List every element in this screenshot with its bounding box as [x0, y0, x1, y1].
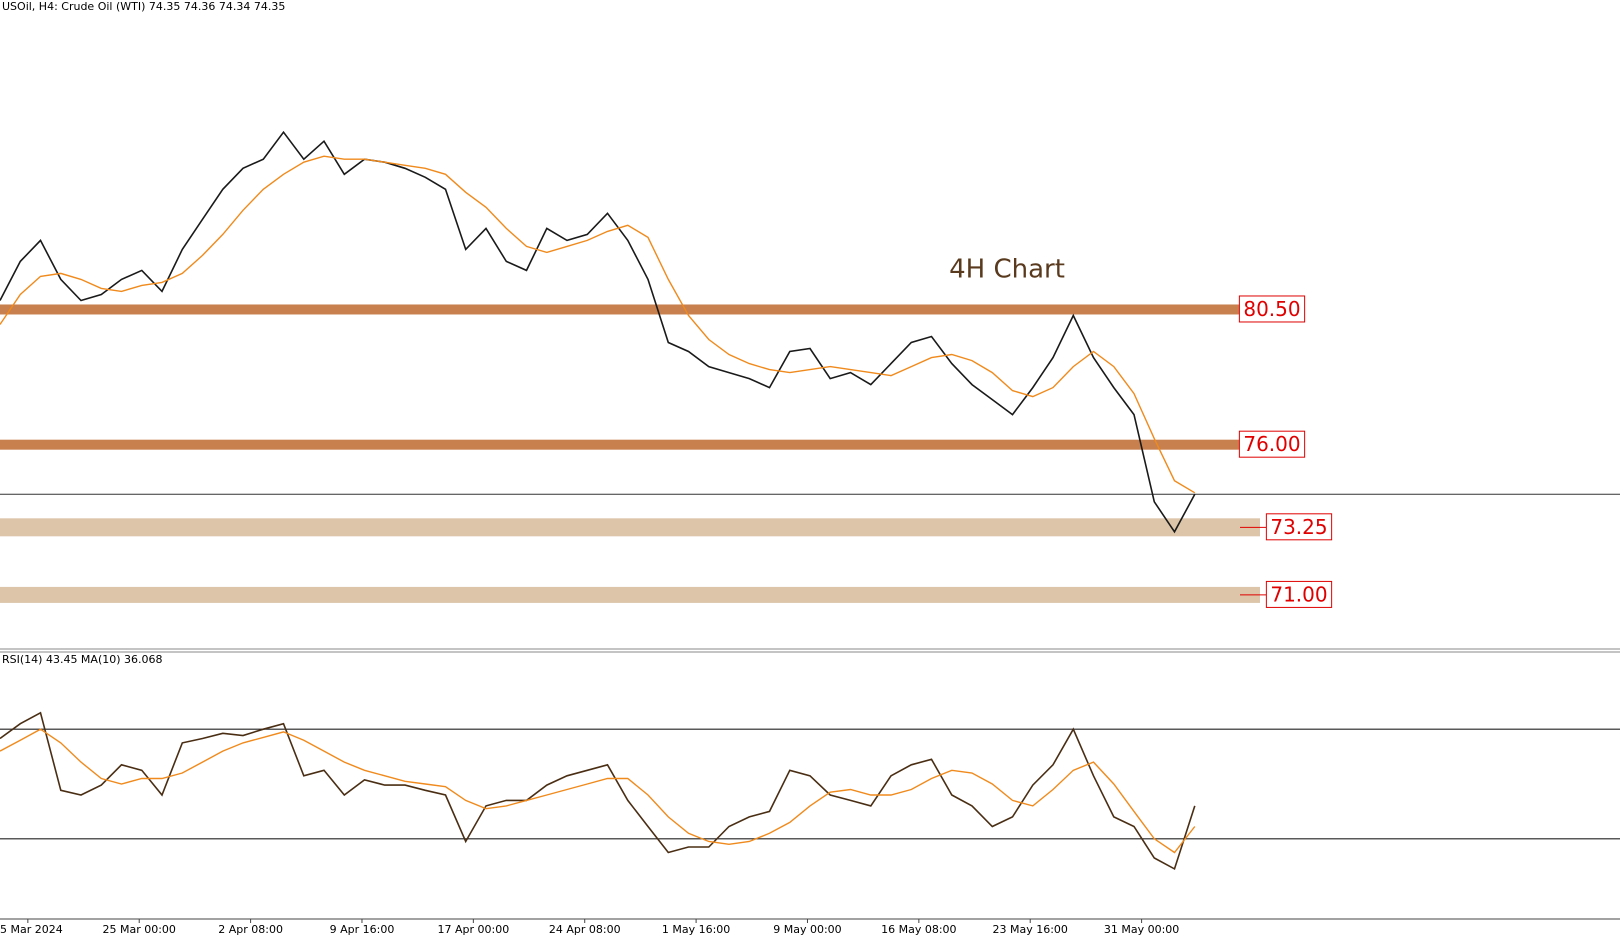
zone-band	[0, 439, 1240, 450]
zone-band	[0, 586, 1260, 603]
series-line	[0, 155, 1196, 494]
x-tick-label: 24 Apr 08:00	[549, 923, 621, 936]
chart-header: USOil, H4: Crude Oil (WTI) 74.35 74.36 7…	[2, 0, 285, 13]
zone-label: 71.00	[1270, 582, 1327, 606]
x-tick-label: 16 May 08:00	[881, 923, 956, 936]
rsi-header: RSI(14) 43.45 MA(10) 36.068	[2, 653, 163, 666]
zone-label-box	[1238, 430, 1306, 458]
x-tick-label: 1 May 16:00	[662, 923, 730, 936]
zone-label: 80.50	[1243, 297, 1300, 321]
x-tick-label: 9 May 00:00	[773, 923, 841, 936]
x-tick-label: 15 Mar 2024	[0, 923, 63, 936]
series-line	[0, 711, 1196, 871]
zone-label-box	[1238, 295, 1306, 323]
x-tick-label: 9 Apr 16:00	[330, 923, 395, 936]
x-tick-label: 25 Mar 00:00	[102, 923, 175, 936]
zone-band	[0, 304, 1240, 315]
zone-label: 73.25	[1270, 515, 1327, 539]
x-tick-label: 17 Apr 00:00	[437, 923, 509, 936]
annotation: 4H Chart	[949, 255, 1065, 285]
zone-label: 76.00	[1243, 432, 1300, 456]
x-tick-label: 2 Apr 08:00	[218, 923, 283, 936]
series-line	[0, 130, 1196, 534]
x-tick-label: 31 May 00:00	[1104, 923, 1179, 936]
zone-label-box	[1265, 580, 1333, 608]
series-line	[0, 728, 1196, 854]
zone-label-box	[1265, 513, 1333, 541]
x-tick-label: 23 May 16:00	[993, 923, 1068, 936]
zone-band	[0, 518, 1260, 537]
